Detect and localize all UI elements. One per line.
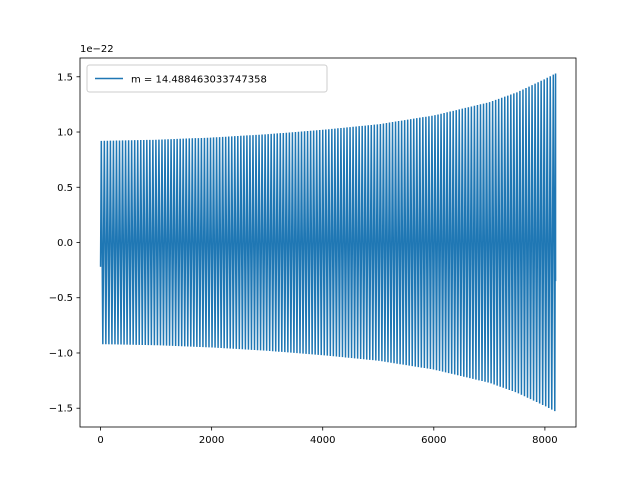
y-tick-label: 1.5 [57,72,73,83]
series-line-0 [99,73,557,412]
x-tick-label: 0 [97,435,103,446]
y-axis: −1.5 −1.0 −0.5 0.0 0.5 1.0 1.5 [49,72,80,415]
y-offset-label: 1e−22 [80,44,114,55]
y-tick-label: 0.0 [57,238,73,249]
x-tick-label: 2000 [199,435,224,446]
y-tick-label: 0.5 [57,183,73,194]
x-axis: 0 2000 4000 6000 8000 [97,427,558,446]
legend-label: m = 14.488463033747358 [131,75,267,86]
x-tick-label: 8000 [532,435,557,446]
y-tick-label: 1.0 [57,128,73,139]
legend: m = 14.488463033747358 [86,64,328,93]
x-tick-label: 4000 [310,435,335,446]
legend-box [86,64,328,93]
x-tick-label: 6000 [421,435,446,446]
y-tick-label: −1.5 [49,404,73,415]
y-tick-label: −0.5 [49,293,73,304]
series-layer [99,73,557,412]
y-tick-label: −1.0 [49,348,73,359]
